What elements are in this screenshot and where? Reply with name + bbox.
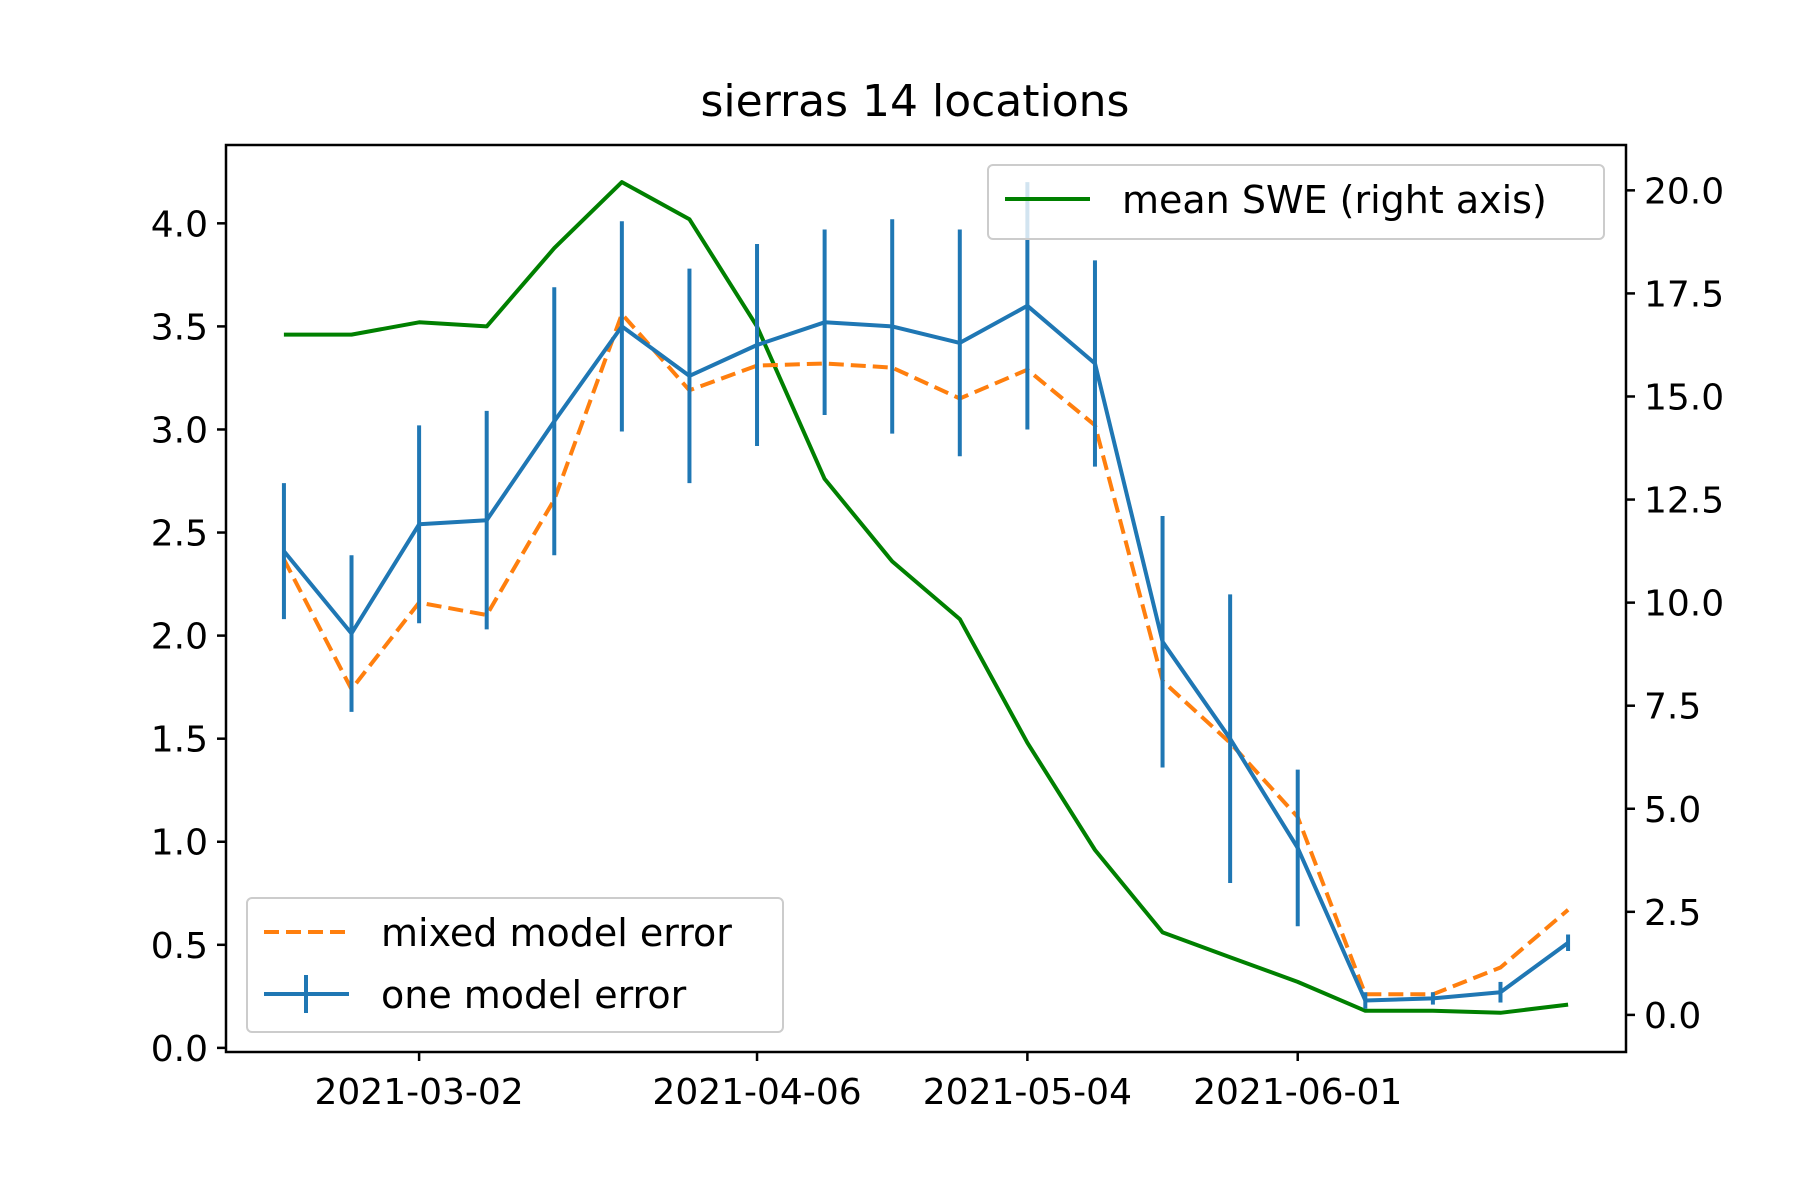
left-y-tick-label: 3.0 xyxy=(151,410,208,451)
x-tick-label: 2021-03-02 xyxy=(314,1072,523,1113)
right-y-tick-label: 15.0 xyxy=(1644,377,1724,418)
left-y-tick-label: 1.5 xyxy=(151,720,208,761)
series-line-mean-swe-right-axis xyxy=(283,180,1569,1015)
left-y-tick-label: 3.5 xyxy=(151,307,208,348)
left-y-axis: 0.0 0.5 1.0 1.5 2.0 2.5 3.0 3.5 4.0 xyxy=(151,204,226,1070)
left-y-tick-label: 1.0 xyxy=(151,823,208,864)
legend-lower-left-frame xyxy=(246,897,784,1033)
right-y-tick-label: 5.0 xyxy=(1644,790,1701,831)
right-y-tick-label: 0.0 xyxy=(1644,996,1701,1037)
left-y-tick-label: 4.0 xyxy=(151,204,208,245)
x-tick-label: 2021-05-04 xyxy=(923,1072,1132,1113)
series-layer xyxy=(281,180,1571,1015)
series-line-one-model-error xyxy=(282,303,1570,1003)
plot-frame xyxy=(224,143,1628,1054)
chart-title: sierras 14 locations xyxy=(701,76,1130,127)
left-y-tick-label: 0.0 xyxy=(151,1029,208,1070)
left-y-tick-label: 2.0 xyxy=(151,617,208,658)
right-y-tick-label: 7.5 xyxy=(1644,687,1701,728)
legend-swe-label: mean SWE (right axis) xyxy=(1122,178,1547,222)
legend-lower-left: mixed model error one model error xyxy=(246,897,784,1033)
x-tick-label: 2021-06-01 xyxy=(1193,1072,1402,1113)
legend-upper-right: mean SWE (right axis) xyxy=(987,164,1605,240)
left-y-tick-label: 2.5 xyxy=(151,514,208,555)
right-y-tick-label: 2.5 xyxy=(1644,893,1701,934)
right-y-tick-label: 20.0 xyxy=(1644,171,1724,212)
legend-one-label: one model error xyxy=(381,973,687,1017)
right-y-axis: 0.0 2.5 5.0 7.5 10.0 12.5 15.0 17.5 20.0 xyxy=(1626,171,1724,1037)
series-line-mixed-model-error xyxy=(282,312,1570,997)
left-y-tick-label: 0.5 xyxy=(151,926,208,967)
right-y-tick-label: 12.5 xyxy=(1644,481,1724,522)
right-y-tick-label: 17.5 xyxy=(1644,274,1724,315)
legend-upper-right-frame xyxy=(987,164,1605,240)
right-y-tick-label: 10.0 xyxy=(1644,584,1724,625)
x-axis: 2021-03-02 2021-04-06 2021-05-04 2021-06-01 xyxy=(314,1052,1402,1113)
x-tick-label: 2021-04-06 xyxy=(652,1072,861,1113)
legend-mixed-label: mixed model error xyxy=(381,911,732,955)
